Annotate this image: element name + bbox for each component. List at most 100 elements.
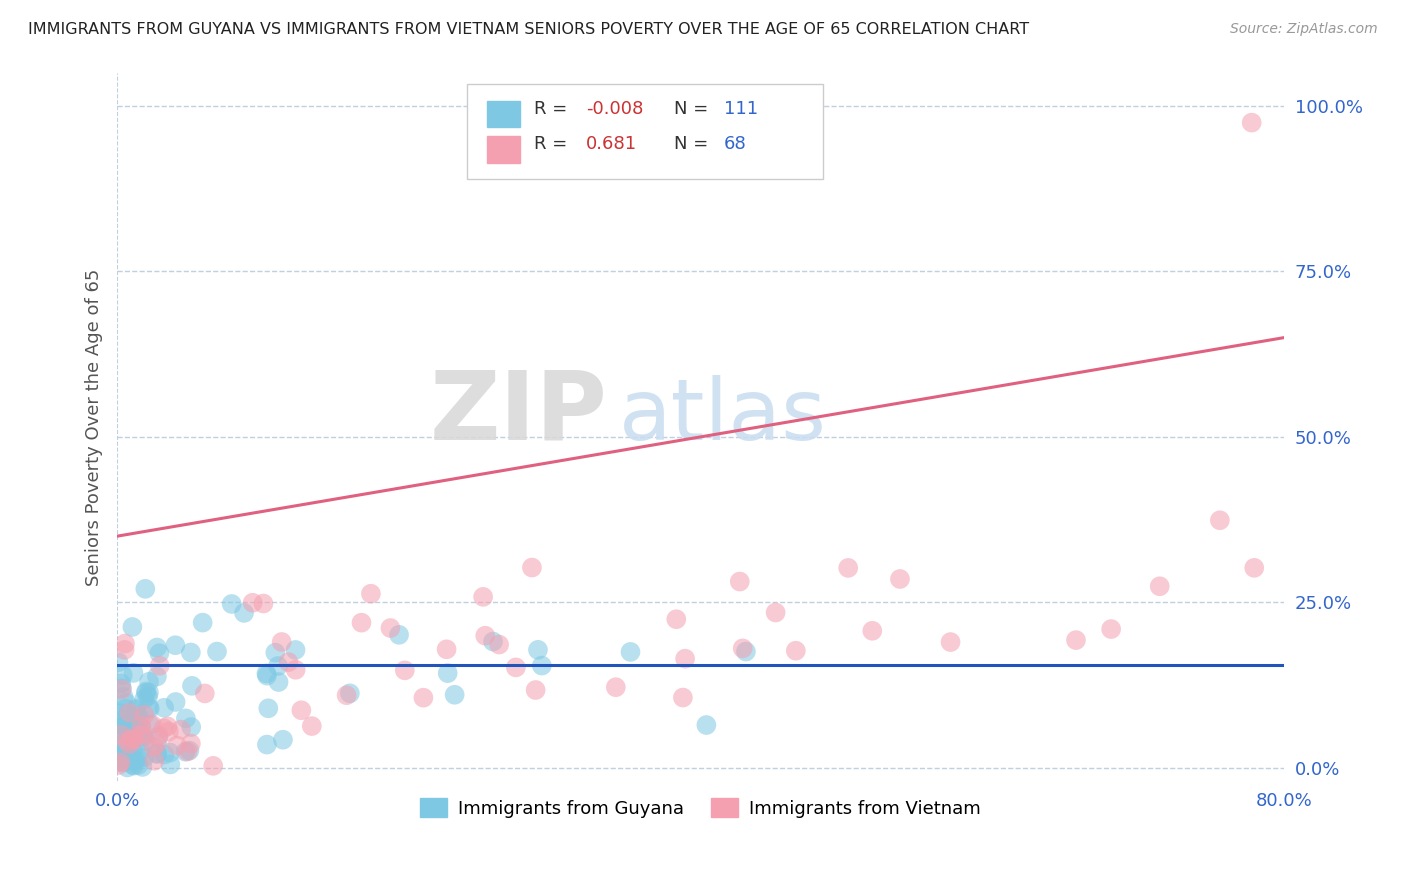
Point — [134, 750, 156, 764]
Point — [785, 644, 807, 658]
Point — [242, 596, 264, 610]
Point — [117, 724, 139, 739]
Point — [136, 690, 159, 704]
Point — [142, 739, 165, 754]
Point — [110, 747, 132, 762]
Point — [117, 707, 139, 722]
Point — [108, 750, 131, 764]
Point — [138, 674, 160, 689]
Point — [138, 685, 160, 699]
Point — [118, 706, 141, 720]
Point — [134, 734, 156, 748]
Point — [117, 716, 139, 731]
Point — [728, 574, 751, 589]
Point — [131, 728, 153, 742]
Point — [111, 749, 134, 764]
Text: N =: N = — [673, 100, 714, 118]
Point — [205, 644, 228, 658]
Point — [412, 690, 434, 705]
Point — [436, 642, 458, 657]
Point — [619, 645, 641, 659]
Text: 111: 111 — [724, 100, 758, 118]
Point — [284, 663, 307, 677]
Point — [146, 640, 169, 655]
Text: IMMIGRANTS FROM GUYANA VS IMMIGRANTS FROM VIETNAM SENIORS POVERTY OVER THE AGE O: IMMIGRANTS FROM GUYANA VS IMMIGRANTS FRO… — [28, 22, 1029, 37]
Bar — [486, 101, 520, 128]
Point — [131, 719, 153, 733]
Point — [159, 746, 181, 760]
Point — [166, 739, 188, 753]
Point — [524, 683, 547, 698]
Point — [267, 675, 290, 690]
Point — [179, 743, 201, 757]
Point — [174, 711, 197, 725]
FancyBboxPatch shape — [467, 84, 823, 179]
Point — [350, 615, 373, 630]
Point — [837, 561, 859, 575]
Point — [117, 729, 139, 743]
Point — [110, 739, 132, 753]
Point — [191, 615, 214, 630]
Point — [127, 758, 149, 772]
Point — [114, 636, 136, 650]
Point — [301, 719, 323, 733]
Point — [202, 759, 225, 773]
Point — [132, 730, 155, 744]
Point — [339, 686, 361, 700]
Point — [181, 679, 204, 693]
Point — [115, 754, 138, 768]
Point — [360, 587, 382, 601]
Point — [284, 643, 307, 657]
Point — [124, 710, 146, 724]
Point — [110, 728, 132, 742]
Point — [108, 758, 131, 772]
Point — [117, 760, 139, 774]
Point — [939, 635, 962, 649]
Point — [122, 744, 145, 758]
Point — [148, 646, 170, 660]
Point — [520, 560, 543, 574]
Point — [174, 745, 197, 759]
Point — [127, 714, 149, 728]
Point — [1243, 561, 1265, 575]
Point — [482, 634, 505, 648]
Point — [114, 755, 136, 769]
Y-axis label: Seniors Poverty Over the Age of 65: Seniors Poverty Over the Age of 65 — [86, 268, 103, 586]
Point — [145, 747, 167, 761]
Bar — [486, 136, 520, 163]
Point — [180, 737, 202, 751]
Point — [505, 660, 527, 674]
Point — [170, 723, 193, 737]
Point — [124, 732, 146, 747]
Point — [695, 718, 717, 732]
Point — [472, 590, 495, 604]
Point — [122, 758, 145, 772]
Point — [120, 731, 142, 746]
Point — [121, 620, 143, 634]
Point — [252, 597, 274, 611]
Point — [114, 643, 136, 657]
Point — [118, 718, 141, 732]
Point — [105, 755, 128, 769]
Point — [605, 680, 627, 694]
Point — [765, 606, 787, 620]
Point — [221, 597, 243, 611]
Point — [110, 720, 132, 734]
Point — [159, 757, 181, 772]
Point — [127, 708, 149, 723]
Point — [117, 734, 139, 748]
Point — [120, 729, 142, 743]
Point — [673, 651, 696, 665]
Point — [108, 706, 131, 720]
Point — [135, 686, 157, 700]
Text: R =: R = — [534, 136, 572, 153]
Point — [254, 666, 277, 681]
Point — [180, 720, 202, 734]
Point — [134, 692, 156, 706]
Point — [129, 744, 152, 758]
Point — [271, 732, 294, 747]
Text: Source: ZipAtlas.com: Source: ZipAtlas.com — [1230, 22, 1378, 37]
Point — [121, 757, 143, 772]
Legend: Immigrants from Guyana, Immigrants from Vietnam: Immigrants from Guyana, Immigrants from … — [413, 791, 988, 825]
Text: atlas: atlas — [619, 375, 827, 458]
